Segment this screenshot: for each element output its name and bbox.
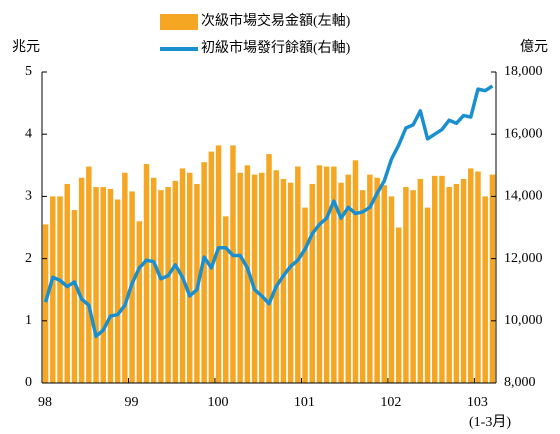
bar: [302, 207, 308, 383]
bar: [309, 183, 315, 383]
y2-tick-label: 8,000: [504, 375, 536, 390]
bar: [460, 178, 467, 383]
bar: [172, 180, 179, 383]
bar: [50, 196, 56, 383]
y2-tick-label: 10,000: [504, 313, 543, 328]
bar: [417, 178, 424, 383]
x-tick-label: 101: [294, 395, 315, 410]
bar: [201, 162, 207, 383]
bar: [86, 166, 92, 383]
bar: [468, 168, 474, 383]
bar: [215, 145, 222, 383]
bar: [143, 164, 150, 383]
y-tick-label: 1: [25, 313, 32, 328]
legend-swatch: [160, 14, 198, 30]
bar: [107, 188, 114, 383]
bar: [158, 190, 164, 383]
bar: [453, 183, 460, 383]
x-tick-label: 98: [38, 395, 52, 410]
bar: [100, 187, 106, 383]
bar: [237, 172, 243, 383]
bar: [489, 174, 496, 383]
legend-label: 初級市場發行餘額(右軸): [201, 39, 351, 56]
bar: [244, 165, 251, 383]
bar: [359, 190, 366, 383]
line: [43, 84, 494, 339]
bar: [482, 196, 488, 383]
bar: [57, 196, 63, 383]
bar: [280, 178, 287, 383]
bar: [374, 177, 380, 383]
y2-axis-label: 億元: [520, 39, 548, 55]
bar: [323, 166, 330, 383]
bar: [331, 166, 337, 383]
bar: [165, 187, 171, 383]
y-tick-label: 5: [25, 64, 32, 79]
legend-label: 次級市場交易金額(左軸): [201, 12, 351, 29]
bar: [381, 185, 388, 383]
bar: [316, 165, 323, 383]
y2-tick-label: 12,000: [504, 251, 543, 266]
x-note: (1-3月): [469, 414, 511, 430]
y-tick-label: 3: [25, 189, 32, 204]
y2-tick-label: 16,000: [504, 126, 543, 141]
y-tick-label: 2: [25, 251, 32, 266]
bar: [367, 174, 373, 383]
bar: [273, 170, 279, 383]
bar: [93, 187, 99, 383]
x-tick-label: 100: [207, 395, 228, 410]
bar: [186, 172, 193, 383]
y-axis-label: 兆元: [12, 39, 40, 55]
bar: [395, 227, 402, 383]
bar: [114, 199, 121, 383]
y2-tick-label: 18,000: [504, 64, 543, 79]
bar: [475, 171, 481, 383]
bar: [78, 177, 85, 383]
bar: [122, 172, 128, 383]
bar: [403, 187, 409, 383]
bar: [446, 187, 452, 383]
bar: [266, 154, 272, 383]
bar: [223, 216, 229, 383]
bar: [345, 174, 352, 383]
bar: [338, 182, 344, 383]
x-tick-label: 99: [124, 395, 138, 410]
x-tick-label: 103: [467, 395, 488, 410]
bar: [295, 166, 301, 383]
bar: [432, 175, 438, 383]
bar: [424, 207, 431, 383]
bar: [287, 182, 294, 383]
y2-tick-label: 14,000: [504, 189, 543, 204]
bar: [388, 196, 395, 383]
y-tick-label: 0: [25, 375, 32, 390]
bar: [251, 174, 258, 383]
bar: [259, 172, 265, 383]
bar: [410, 190, 416, 383]
bar: [71, 210, 78, 383]
bar: [136, 221, 143, 383]
bar: [64, 183, 70, 383]
bar: [42, 224, 49, 383]
bar: [150, 177, 157, 383]
bar: [439, 175, 445, 383]
x-tick-label: 102: [380, 395, 401, 410]
bar: [352, 160, 359, 383]
bar: [230, 145, 236, 383]
y-tick-label: 4: [25, 126, 32, 141]
